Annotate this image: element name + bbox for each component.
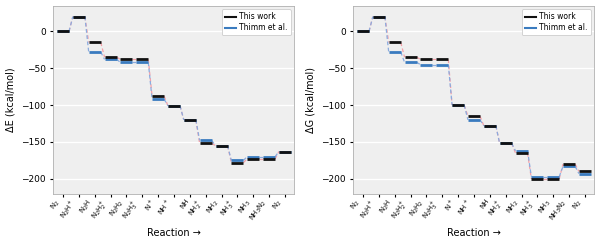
X-axis label: Reaction →: Reaction → (447, 228, 501, 238)
Legend: This work, Thimm et al.: This work, Thimm et al. (521, 9, 590, 35)
Y-axis label: ΔE (kcal/mol): ΔE (kcal/mol) (5, 67, 16, 132)
Y-axis label: ΔG (kcal/mol): ΔG (kcal/mol) (305, 67, 316, 132)
X-axis label: Reaction →: Reaction → (147, 228, 201, 238)
Legend: This work, Thimm et al.: This work, Thimm et al. (221, 9, 290, 35)
